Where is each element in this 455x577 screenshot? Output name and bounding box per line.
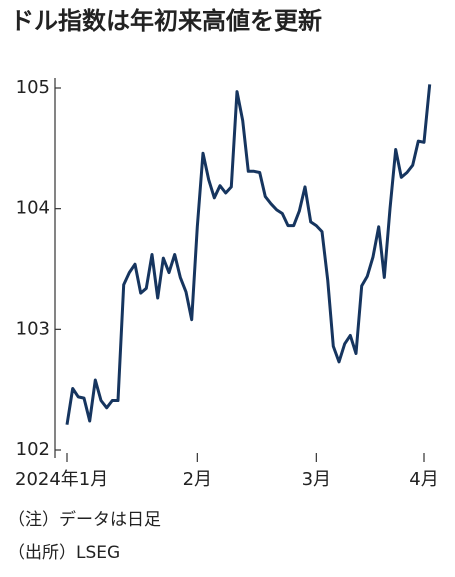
chart-title: ドル指数は年初来高値を更新 — [10, 7, 322, 35]
y-tick-label: 104 — [16, 198, 50, 219]
y-tick-label: 103 — [16, 318, 50, 339]
source: （出所）LSEG — [8, 543, 120, 563]
note: （注）データは日足 — [8, 509, 161, 530]
x-tick-label: 4月 — [409, 469, 438, 490]
line-series — [65, 84, 432, 425]
x-tick-label: 3月 — [302, 469, 331, 490]
x-tick-label: 2月 — [183, 469, 212, 490]
x-tick-label: 2024年1月 — [15, 469, 108, 490]
y-tick-label: 102 — [16, 439, 50, 460]
y-tick-label: 105 — [16, 77, 50, 98]
